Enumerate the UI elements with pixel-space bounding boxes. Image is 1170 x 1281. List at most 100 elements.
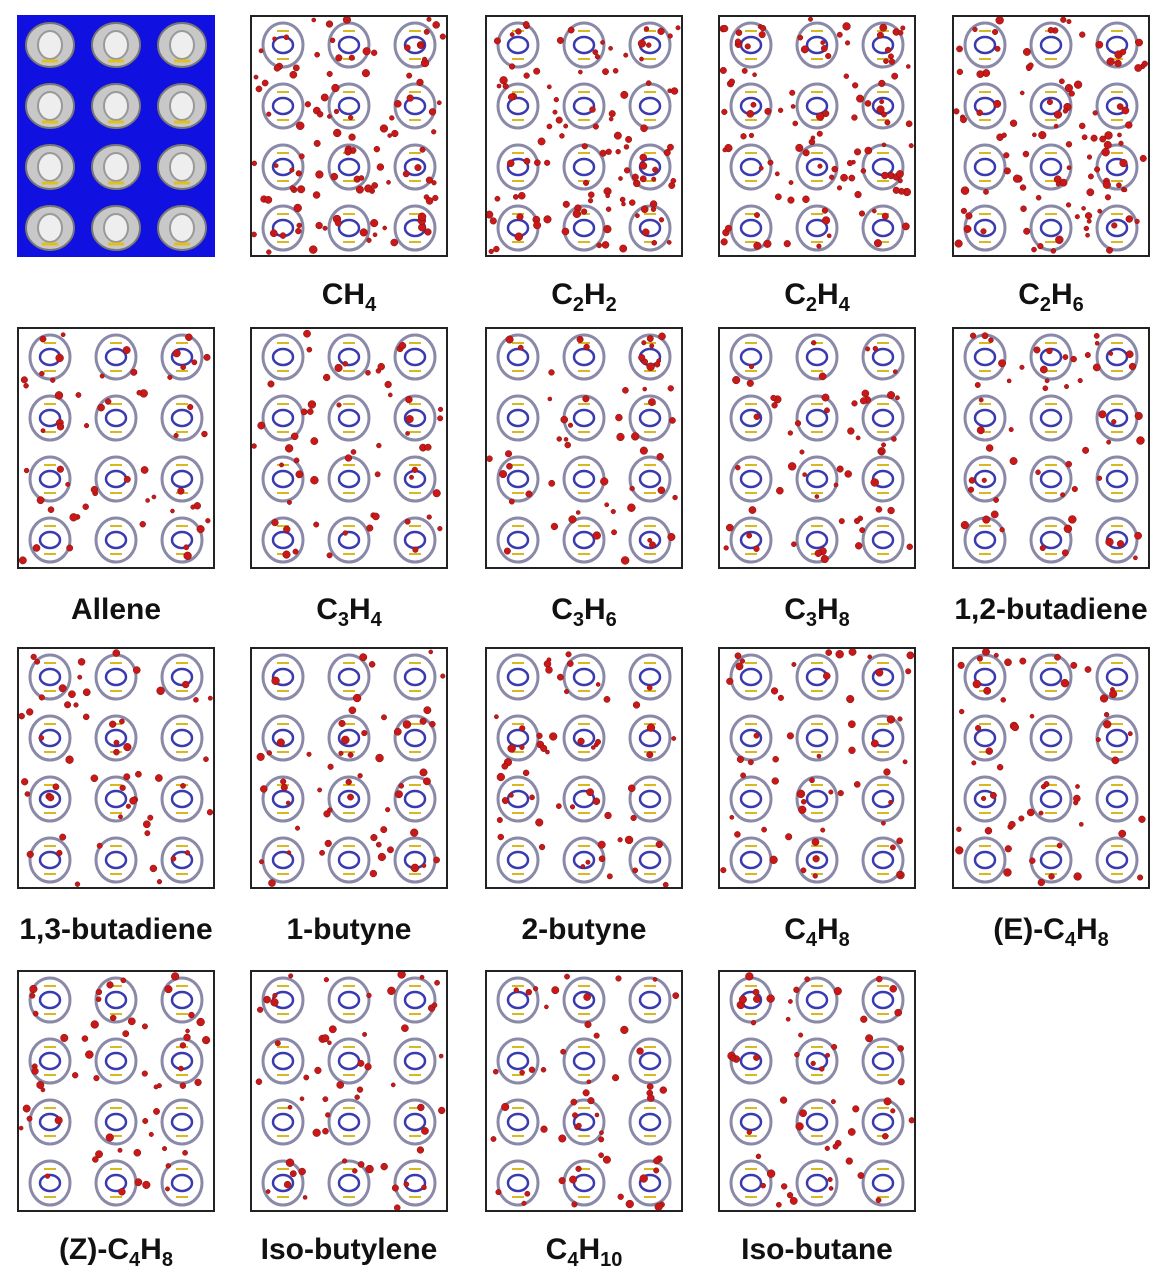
- adsorbate: [419, 717, 427, 725]
- adsorbate: [206, 809, 214, 816]
- adsorbate: [508, 792, 514, 798]
- adsorbate: [657, 486, 666, 495]
- adsorbate: [1090, 134, 1098, 142]
- adsorbate: [770, 394, 777, 401]
- adsorbate: [1101, 148, 1110, 157]
- ring-inner: [572, 408, 596, 428]
- adsorbate: [1023, 227, 1031, 235]
- adsorbate: [280, 778, 287, 785]
- adsorbate: [1104, 131, 1113, 140]
- adsorbate: [359, 653, 368, 662]
- adsorbate: [1095, 40, 1104, 49]
- adsorbate: [1114, 59, 1122, 68]
- adsorbate: [608, 110, 616, 118]
- adsorbate: [1099, 135, 1107, 143]
- adsorbate: [1070, 661, 1078, 669]
- ring-inner: [805, 1173, 829, 1193]
- adsorbate: [1141, 60, 1148, 67]
- adsorbate: [1103, 720, 1112, 729]
- adsorbate: [968, 477, 976, 484]
- adsorbate: [640, 205, 649, 214]
- ring: [28, 516, 72, 564]
- adsorbate: [26, 708, 34, 716]
- adsorbate: [92, 1156, 99, 1163]
- ring-inner: [38, 408, 62, 428]
- panel-label: C2H4: [697, 277, 937, 315]
- adsorbate: [1084, 666, 1092, 673]
- adsorbate: [1077, 378, 1083, 384]
- adsorbate: [1038, 131, 1047, 140]
- adsorbate: [1093, 332, 1100, 339]
- adsorbate: [336, 1081, 345, 1089]
- adsorbate: [52, 783, 60, 791]
- ring: [628, 836, 672, 884]
- adsorbate: [341, 1158, 348, 1164]
- simulation-panel: [17, 647, 215, 889]
- adsorbate: [631, 173, 639, 181]
- ring: [393, 714, 437, 762]
- adsorbate: [317, 787, 323, 793]
- adsorbate: [1081, 134, 1088, 141]
- adsorbate: [847, 427, 855, 435]
- adsorbate: [820, 40, 825, 45]
- adsorbate: [303, 1074, 310, 1081]
- label-subscript: 6: [605, 609, 617, 631]
- adsorbate: [123, 773, 131, 781]
- adsorbate: [533, 67, 541, 75]
- ring: [1095, 516, 1139, 564]
- adsorbate: [118, 1188, 126, 1196]
- ring-inner: [506, 469, 530, 489]
- adsorbate: [348, 133, 356, 141]
- ring-inner: [403, 1051, 427, 1071]
- ring-inner: [973, 728, 997, 748]
- panel-image: [17, 970, 215, 1212]
- label-subscript: 4: [805, 929, 817, 951]
- ring-inner: [104, 990, 128, 1010]
- pore-inner: [103, 30, 129, 60]
- adsorbate: [419, 146, 426, 153]
- ring-inner: [638, 96, 662, 116]
- adsorbate: [564, 441, 571, 449]
- adsorbate: [956, 826, 962, 833]
- simulation-panel: [718, 327, 916, 569]
- adsorbate: [641, 340, 647, 346]
- adsorbate: [957, 661, 965, 669]
- simulation-panel: [250, 647, 448, 889]
- adsorbate: [879, 99, 885, 105]
- adsorbate: [753, 545, 760, 552]
- background: [17, 970, 215, 1212]
- adsorbate: [334, 219, 342, 227]
- adsorbate: [260, 785, 268, 793]
- adsorbate: [375, 753, 384, 763]
- label-subscript: 2: [1039, 294, 1051, 316]
- adsorbate: [883, 58, 889, 64]
- adsorbate: [1035, 194, 1042, 201]
- adsorbate: [848, 746, 856, 754]
- adsorbate: [313, 521, 320, 528]
- adsorbate: [748, 132, 755, 139]
- adsorbate: [1086, 218, 1092, 224]
- adsorbate: [1139, 154, 1147, 162]
- adsorbate: [763, 239, 772, 248]
- adsorbate: [753, 413, 761, 421]
- adsorbate: [361, 69, 370, 78]
- adsorbate: [870, 478, 879, 487]
- adsorbate: [38, 735, 45, 741]
- ring-inner: [1105, 347, 1129, 367]
- adsorbate: [658, 332, 666, 341]
- adsorbate: [645, 80, 652, 87]
- adsorbate: [1119, 158, 1128, 168]
- adsorbate: [376, 442, 382, 449]
- adsorbate: [1094, 341, 1100, 346]
- adsorbate: [774, 193, 782, 201]
- adsorbate: [147, 814, 154, 821]
- adsorbate: [592, 49, 599, 56]
- adsorbate: [387, 392, 393, 398]
- adsorbate: [897, 1045, 904, 1052]
- ring-inner: [506, 408, 530, 428]
- adsorbate: [729, 1055, 737, 1062]
- cell-border: [952, 327, 1150, 569]
- adsorbate: [390, 1082, 396, 1088]
- adsorbate: [266, 750, 272, 756]
- adsorbate: [1137, 874, 1144, 881]
